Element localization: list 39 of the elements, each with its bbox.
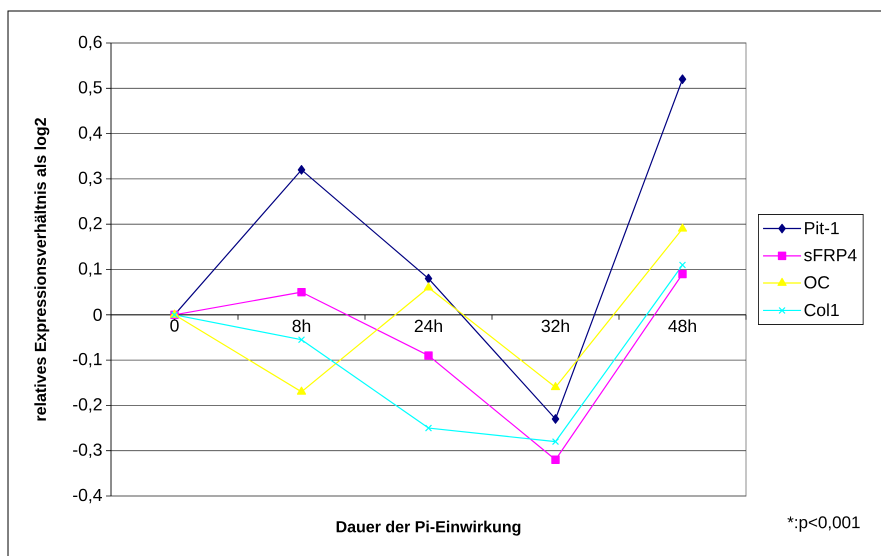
legend-label: Col1 (804, 303, 839, 316)
point (678, 270, 687, 278)
y-tick-label: 0,6 (78, 36, 102, 50)
x-tick-label: 0 (170, 319, 179, 332)
y-tick-label: -0,4 (73, 488, 102, 504)
legend-label: Pit-1 (805, 221, 839, 234)
point (298, 336, 306, 344)
y-tick-label: 0,3 (78, 172, 102, 186)
x-tick-label: 8h (292, 319, 310, 332)
point (424, 351, 433, 360)
y-tick-label: 0 (93, 308, 102, 321)
y-axis-title: relatives Expressionsverhältnis als log2 (34, 118, 50, 421)
y-tick-label: -0,1 (73, 352, 102, 368)
point (424, 274, 432, 284)
text: *:p<0,001 (787, 516, 860, 532)
x-axis-title: Dauer der Pi-Einwirkung (336, 520, 520, 536)
x-tick-label: 24h (414, 319, 442, 332)
point (552, 414, 560, 424)
y-tick-label: 0,4 (78, 126, 102, 141)
x-tick-label: 48h (668, 319, 696, 332)
point (296, 386, 306, 395)
legend-label: OC (804, 276, 830, 289)
point (424, 282, 434, 291)
point (551, 456, 560, 464)
y-tick-label: -0,3 (73, 443, 102, 458)
point (550, 382, 560, 390)
y-tick-label: 0,5 (78, 81, 102, 96)
point (298, 165, 306, 175)
point (678, 224, 688, 232)
legend-label: sFRP4 (804, 249, 857, 262)
point (552, 438, 560, 446)
point (297, 288, 306, 296)
y-tick-label: -0,2 (73, 398, 102, 413)
y-tick-label: 0,1 (78, 262, 102, 277)
point (678, 74, 686, 84)
point (424, 424, 432, 432)
y-tick-label: 0,2 (78, 216, 102, 232)
x-tick-label: 32h (542, 319, 569, 332)
point (678, 261, 686, 269)
